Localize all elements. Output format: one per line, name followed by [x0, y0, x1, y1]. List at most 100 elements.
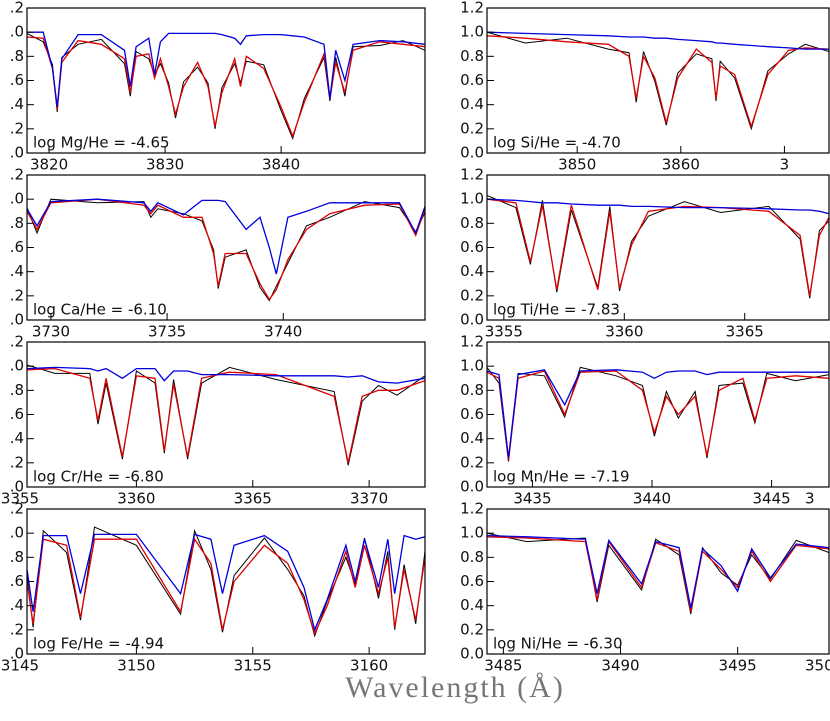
x-tick-label: 3740	[264, 323, 302, 341]
x-tick-label: 3365	[726, 323, 764, 341]
spectrum-line	[27, 533, 425, 632]
y-tick-label: .4	[10, 262, 24, 280]
y-tick-label: .4	[10, 429, 24, 447]
x-tick-label: 3495	[719, 657, 757, 675]
spectrum-line	[487, 532, 829, 615]
spectrum-line	[27, 32, 425, 141]
spectrum-line	[487, 198, 829, 296]
y-tick-label: 0.6	[460, 405, 484, 423]
y-tick-label: .8	[10, 47, 24, 65]
y-tick-label: .0	[10, 190, 24, 208]
y-tick-label: .0	[10, 311, 24, 329]
x-tick-label: 3155	[234, 657, 272, 675]
panel: 1.2 1.0 0.8 0.6 0.4 0.2 0.0 3435 3440 3445 3 log Mn…	[460, 333, 830, 508]
y-tick-label: .6	[10, 238, 24, 256]
y-tick-label: .4	[10, 95, 24, 113]
annotation: log Ni/He = -6.30	[493, 635, 623, 653]
spectrum-line	[487, 198, 829, 215]
spectrum-line	[487, 35, 829, 129]
spectrum-line	[487, 31, 829, 50]
y-tick-label: 0.6	[460, 572, 484, 590]
y-tick-label: .2	[10, 166, 24, 184]
spectrum-line	[487, 534, 829, 609]
panel: .2 .0 .8 .6 .4 .2 .0 3730 3735 3740 log Ca/He = -6…	[10, 166, 426, 341]
spectrum-line	[27, 198, 425, 275]
y-tick-label: 0.2	[460, 119, 484, 137]
x-tick-label: 3145	[1, 657, 39, 675]
spectrum-line	[27, 36, 425, 138]
annotation: log Ca/He = -6.10	[33, 301, 167, 319]
x-tick-label: 3850	[558, 156, 596, 174]
x-tick-label: 3	[805, 490, 815, 508]
y-tick-label: 0.4	[460, 95, 484, 113]
spectra	[487, 366, 829, 462]
spectra	[27, 31, 425, 141]
spectrum-line	[27, 198, 425, 301]
x-tick-label: 3365	[234, 490, 272, 508]
spectrum-line	[487, 369, 829, 459]
x-tick-label: 3150	[117, 657, 155, 675]
x-tick-label: 3860	[662, 156, 700, 174]
y-tick-label: 0.4	[460, 262, 484, 280]
y-tick-label: .0	[10, 357, 24, 375]
spectrum-line	[27, 364, 425, 466]
spectrum-line	[487, 536, 829, 612]
y-tick-label: .2	[10, 453, 24, 471]
plot-frame	[26, 341, 426, 488]
x-tick-label: 3830	[146, 156, 184, 174]
y-tick-label: .2	[10, 286, 24, 304]
spectrum-line	[27, 367, 425, 463]
plot-frame	[26, 174, 426, 321]
y-tick-label: .0	[10, 478, 24, 496]
y-tick-label: 0.4	[460, 429, 484, 447]
y-tick-label: .0	[10, 23, 24, 41]
y-tick-label: .2	[10, 620, 24, 638]
x-tick-label: 3355	[1, 490, 39, 508]
y-tick-label: .8	[10, 548, 24, 566]
x-tick-label: 3160	[350, 657, 388, 675]
y-tick-label: .6	[10, 572, 24, 590]
y-tick-label: .8	[10, 214, 24, 232]
x-tick-label: 3360	[117, 490, 155, 508]
y-tick-label: 0.2	[460, 620, 484, 638]
spectrum-line	[27, 366, 425, 384]
y-tick-label: .2	[10, 119, 24, 137]
y-tick-label: 1.2	[460, 0, 484, 17]
x-tick-label: 3360	[605, 323, 643, 341]
y-tick-label: 0.0	[460, 311, 484, 329]
plot-frame	[486, 508, 830, 655]
y-tick-label: .2	[10, 500, 24, 518]
y-tick-label: 0.2	[460, 453, 484, 471]
x-tick-label: 3435	[513, 490, 551, 508]
x-tick-label: 3840	[262, 156, 300, 174]
y-tick-label: .0	[10, 144, 24, 162]
y-tick-label: 0.0	[460, 645, 484, 663]
x-tick-label: 3735	[148, 323, 186, 341]
y-tick-label: .2	[10, 0, 24, 17]
y-tick-label: .4	[10, 596, 24, 614]
annotation: log Fe/He = -4.94	[33, 635, 164, 653]
y-tick-label: 1.0	[460, 524, 484, 542]
x-tick-label: 3485	[484, 657, 522, 675]
y-tick-label: 1.0	[460, 190, 484, 208]
y-tick-label: .0	[10, 645, 24, 663]
y-tick-label: .8	[10, 381, 24, 399]
x-tick-label: 3440	[633, 490, 671, 508]
plot-frame	[486, 7, 830, 154]
x-tick-label: 3370	[350, 490, 388, 508]
y-tick-label: 0.8	[460, 548, 484, 566]
annotation: log Mg/He = -4.65	[33, 134, 170, 152]
spectrum-line	[27, 537, 425, 636]
y-tick-label: 0.2	[460, 286, 484, 304]
y-tick-label: .0	[10, 524, 24, 542]
spectra	[487, 532, 829, 615]
spectra	[27, 198, 425, 302]
y-tick-label: .6	[10, 405, 24, 423]
panel: .2 .0 .8 .6 .4 .2 .0 3820 3830 3840 log Mg/He = -4…	[10, 0, 426, 174]
spectrum-line	[487, 370, 829, 461]
annotation: log Ti/He = -7.83	[493, 301, 620, 319]
x-tick-label: 3445	[753, 490, 791, 508]
